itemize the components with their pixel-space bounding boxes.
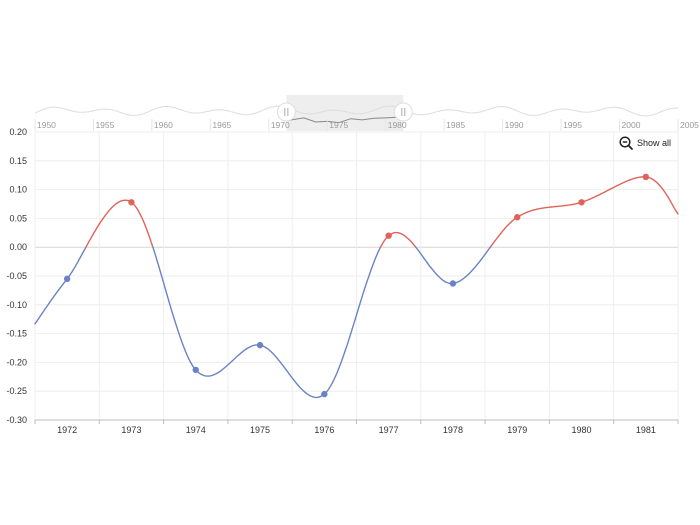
navigator-left-handle[interactable] [276,102,296,122]
x-tick-label: 1973 [121,425,141,435]
data-point [642,173,650,181]
navigator-scrollbar[interactable]: 1950 1955 1960 1965 1970 1975 1980 1985 1990 1995… [34,95,699,131]
zoom-out-icon [619,136,633,150]
x-tick-label: 1977 [379,425,399,435]
navigator-tick-label: 1975 [329,120,348,130]
y-tick-label: 0.15 [9,156,27,166]
x-tick-label: 1978 [443,425,463,435]
x-tick-label: 1972 [57,425,77,435]
positive-line-segment [85,199,154,248]
x-tick-label: 1974 [186,425,206,435]
navigator-series-line [286,116,404,124]
y-tick-label: -0.10 [6,300,27,310]
positive-line-segment [489,176,679,248]
negative-line-segment [415,246,491,285]
navigator-tick-label: 1990 [505,120,524,130]
navigator-right-handle[interactable] [393,102,413,122]
navigator-selection [286,95,404,131]
x-tick-label: 1976 [314,425,334,435]
navigator-tick-label: 2005 [680,120,699,130]
y-tick-label: -0.30 [6,415,27,425]
y-tick-label: 0.00 [9,242,27,252]
navigator-tick-label: 2000 [622,120,641,130]
data-point [385,232,392,239]
data-point [449,280,457,287]
navigator-background-line [34,105,679,117]
handle-circle [393,102,413,122]
data-point [321,390,328,398]
navigator-tick-label: 1995 [563,120,582,130]
navigator-tick-label: 1965 [212,120,231,130]
navigator-tick-label: 1950 [37,120,56,130]
y-tick-label: 0.10 [9,185,27,195]
navigator-tick-label: 1955 [95,120,114,130]
handle-circle [276,102,296,122]
y-tick-label: -0.25 [6,386,27,396]
y-axis: 0.20 0.15 0.10 0.05 0.00 -0.05 -0.10 -0.15 -0.20… [6,127,27,425]
navigator-tick-label: 1970 [271,120,290,130]
navigator-tick-label: 1960 [154,120,173,130]
data-point [128,199,135,206]
y-tick-label: -0.15 [6,329,27,339]
negative-line-segment [34,246,87,325]
y-tick-label: -0.05 [6,271,27,281]
y-tick-label: 0.20 [9,127,27,137]
x-tick-label: 1980 [572,425,592,435]
data-point [256,341,264,349]
show-all-label: Show all [637,138,672,148]
x-tick-label: 1979 [507,425,527,435]
data-points [63,173,650,398]
navigator-tick-label: 1980 [388,120,407,130]
data-point [578,199,585,206]
positive-line-segment [379,231,417,248]
negative-line-segment [152,246,382,399]
data-point [63,275,71,283]
data-point [514,214,521,221]
y-tick-label: -0.20 [6,357,27,367]
y-tick-label: 0.05 [9,213,27,223]
show-all-button[interactable]: Show all [617,134,674,152]
chart-grid [34,131,679,421]
x-tick-label: 1975 [250,425,270,435]
x-tick-label: 1981 [636,425,656,435]
navigator-tick-label: 1985 [446,120,465,130]
data-point [192,366,199,374]
x-axis: 1972 1973 1974 1975 1976 1977 1978 1979 1980 1981 [34,420,679,435]
